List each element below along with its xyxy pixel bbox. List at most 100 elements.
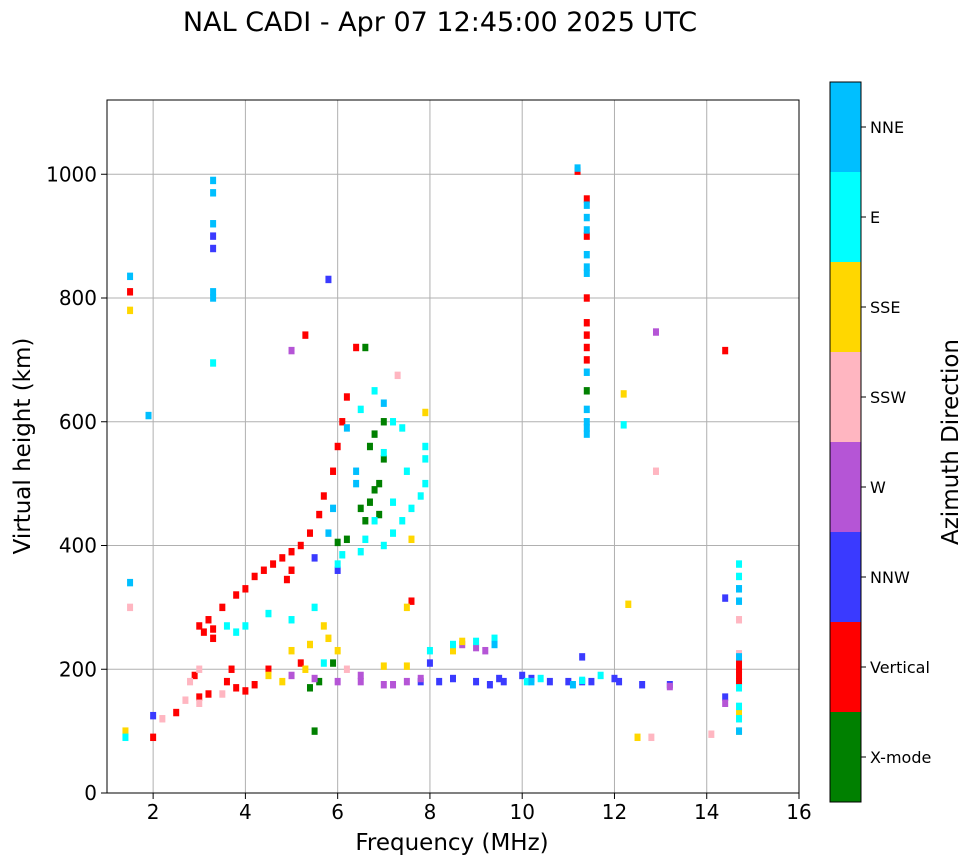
series-vertical — [127, 167, 743, 742]
data-point — [634, 733, 641, 742]
data-point — [302, 331, 309, 339]
plot-background — [107, 100, 799, 793]
data-point — [422, 455, 429, 463]
data-point — [583, 294, 590, 302]
data-point — [371, 486, 378, 494]
data-point — [330, 659, 337, 667]
data-point — [583, 226, 590, 234]
data-point — [736, 671, 743, 680]
data-point — [251, 572, 258, 581]
data-point — [722, 594, 729, 602]
colorbar-tick-label: X-mode — [870, 748, 931, 767]
data-point — [223, 622, 230, 630]
data-point — [583, 356, 590, 364]
x-tick-label: 12 — [602, 800, 627, 824]
data-point — [408, 597, 415, 605]
data-point — [399, 517, 406, 525]
data-point — [339, 551, 346, 559]
series-x-mode — [306, 343, 590, 735]
data-point — [242, 622, 249, 630]
data-point — [288, 646, 295, 655]
data-point — [150, 711, 157, 720]
data-point — [270, 560, 277, 568]
data-point — [736, 560, 743, 568]
data-point — [242, 687, 249, 695]
data-point — [325, 634, 332, 643]
data-point — [500, 677, 507, 686]
data-point — [233, 684, 240, 692]
data-point — [390, 498, 397, 506]
x-tick-label: 4 — [239, 800, 252, 824]
data-point — [736, 684, 743, 692]
data-point — [320, 659, 327, 667]
data-point — [583, 331, 590, 339]
data-point — [223, 677, 230, 686]
data-point — [311, 603, 318, 612]
data-point — [127, 272, 134, 281]
data-point — [436, 677, 443, 686]
data-point — [583, 269, 590, 277]
data-point — [666, 682, 673, 691]
data-point — [722, 699, 729, 707]
data-point — [380, 681, 387, 689]
data-point — [196, 693, 203, 701]
data-point — [228, 665, 235, 673]
data-point — [583, 418, 590, 426]
data-point — [219, 690, 226, 698]
x-axis-label: Frequency (MHz) — [355, 830, 548, 856]
data-point — [579, 676, 586, 685]
data-point — [583, 263, 590, 271]
data-point — [334, 566, 341, 574]
data-point — [579, 653, 586, 661]
data-point — [362, 517, 369, 525]
data-point — [403, 662, 410, 670]
y-tick-label: 600 — [59, 410, 97, 434]
data-point — [380, 399, 387, 407]
data-point — [376, 479, 383, 488]
data-point — [265, 665, 272, 673]
data-point — [127, 288, 134, 296]
data-point — [279, 554, 286, 562]
data-point — [288, 566, 295, 574]
data-point — [173, 708, 180, 717]
data-point — [357, 504, 364, 513]
x-tick-label: 10 — [509, 800, 534, 824]
data-point — [611, 674, 618, 683]
colorbar-tick-label: NNW — [870, 568, 910, 587]
data-point — [210, 220, 217, 228]
data-point — [639, 681, 646, 689]
y-axis-ticks: 0 200 400 600 800 1000 — [46, 162, 107, 805]
colorbar-tick-label: E — [870, 208, 880, 227]
data-point — [625, 600, 632, 608]
data-point — [408, 535, 415, 544]
data-point — [652, 328, 659, 336]
x-tick-label: 14 — [694, 800, 719, 824]
y-tick-label: 200 — [59, 657, 97, 681]
data-point — [736, 708, 743, 717]
data-point — [574, 164, 581, 172]
data-point — [708, 730, 715, 738]
data-point — [583, 405, 590, 414]
data-point — [366, 442, 373, 451]
data-point — [122, 733, 129, 742]
data-point — [357, 671, 364, 680]
data-point — [473, 637, 480, 646]
data-point — [390, 529, 397, 537]
data-point — [279, 677, 286, 686]
data-point — [353, 479, 360, 488]
data-point — [150, 733, 157, 742]
data-point — [583, 343, 590, 352]
data-point — [394, 371, 401, 380]
data-point — [182, 696, 189, 704]
grid-lines — [107, 100, 800, 794]
data-point — [353, 343, 360, 352]
data-point — [233, 591, 240, 599]
data-point — [283, 575, 290, 584]
y-axis-label: Virtual height (km) — [10, 338, 36, 555]
y-tick-label: 0 — [84, 781, 97, 805]
data-point — [620, 390, 627, 398]
data-point — [620, 421, 627, 429]
data-point — [583, 213, 590, 222]
colorbar-label: Azimuth Direction — [938, 339, 964, 545]
